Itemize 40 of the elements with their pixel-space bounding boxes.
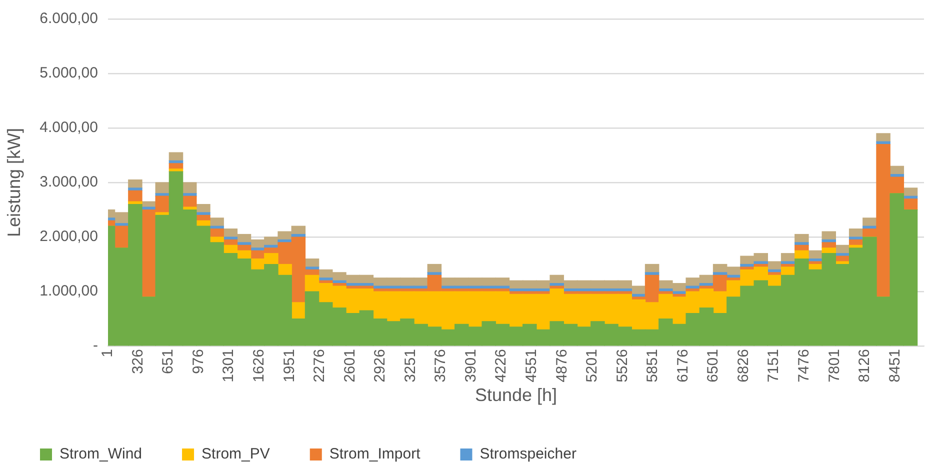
x-tick-label: 326 — [129, 349, 146, 374]
x-tick-label: 4876 — [553, 349, 570, 382]
y-tick-label: 2.000,00 — [40, 228, 98, 246]
x-tick-label: 1626 — [250, 349, 268, 382]
x-tick-label: 976 — [190, 349, 207, 374]
x-tick-label: 2276 — [311, 349, 328, 382]
x-tick-label: 8126 — [856, 349, 874, 382]
x-tick-label: 1951 — [280, 349, 298, 382]
y-tick-label: 6.000,00 — [40, 10, 98, 28]
y-tick-label: 4.000,00 — [40, 119, 98, 136]
x-tick-label: 6826 — [734, 349, 752, 382]
x-tick-label: 3576 — [432, 349, 450, 382]
x-tick-label: 7801 — [826, 349, 843, 382]
y-tick-label: - — [92, 337, 98, 354]
x-tick-label: 6176 — [674, 349, 692, 382]
x-tick-label: 4226 — [492, 349, 510, 382]
legend-label: Stromspeicher — [480, 446, 576, 463]
x-tick-label: 6501 — [704, 349, 722, 382]
legend-label: Strom_PV — [202, 446, 270, 463]
x-tick-label: 3251 — [402, 349, 419, 382]
y-axis-title: Leistung [kW] — [4, 128, 24, 238]
x-tick-label: 7476 — [796, 349, 813, 382]
x-tick-label: 1301 — [220, 349, 238, 382]
legend-label: Strom_Wind — [60, 446, 142, 463]
x-tick-label: 3901 — [462, 349, 480, 382]
y-tick-label: 3.000,00 — [40, 174, 98, 191]
x-tick-label: 1 — [99, 349, 116, 358]
x-axis-title: Stunde [h] — [474, 385, 558, 406]
x-tick-label: 8451 — [886, 349, 904, 382]
x-tick-label: 2926 — [372, 349, 389, 382]
y-tick-label: 5.000,00 — [40, 64, 98, 82]
legend-label: Strom_Import — [329, 446, 422, 463]
y-tick-label: 1.000,00 — [40, 282, 98, 300]
x-tick-label: 4551 — [523, 349, 540, 382]
x-tick-label: 7151 — [765, 349, 782, 382]
x-tick-label: 5526 — [614, 349, 631, 382]
x-tick-label: 651 — [160, 349, 177, 374]
x-tick-label: 5201 — [584, 349, 601, 382]
x-tick-label: 5851 — [644, 349, 662, 382]
x-tick-label: 2601 — [341, 349, 358, 382]
